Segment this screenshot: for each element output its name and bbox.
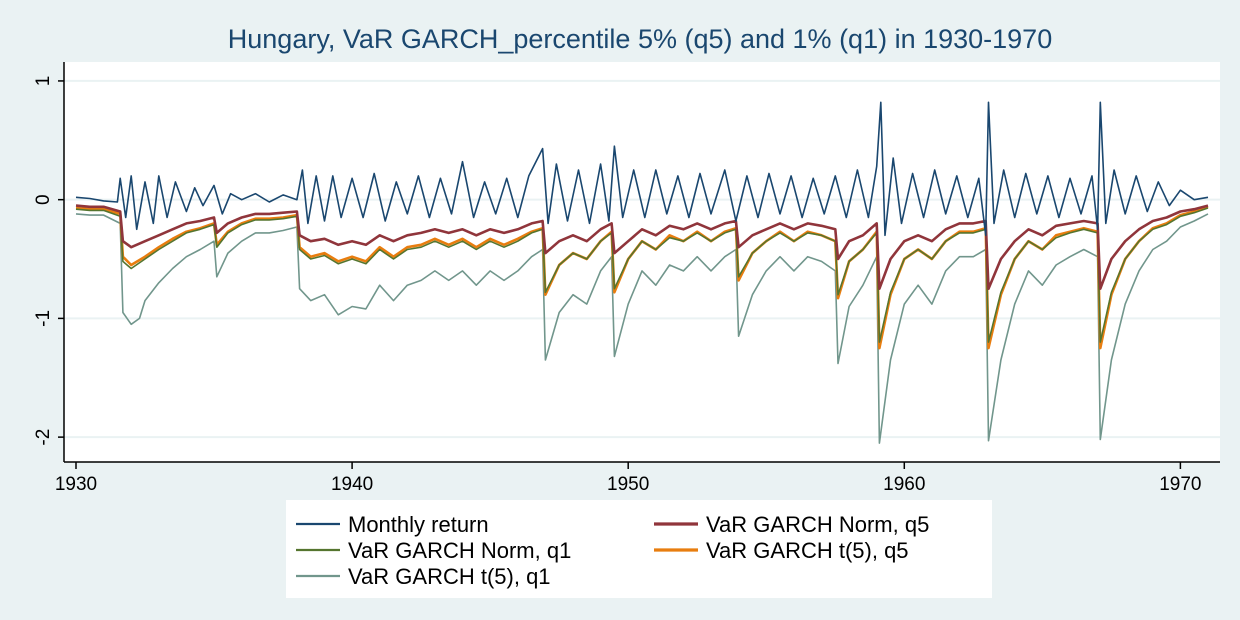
x-tick-label: 1940 — [331, 474, 373, 495]
series-line-monthly-return — [75, 101, 1209, 237]
series-layer — [75, 101, 1209, 444]
legend-label: VaR GARCH t(5), q5 — [706, 538, 909, 563]
legend-label: VaR GARCH Norm, q1 — [348, 538, 571, 563]
y-tick-label: -2 — [33, 429, 54, 446]
series-line-var-garch-norm-q5 — [75, 204, 1209, 290]
x-tick-label: 1960 — [883, 474, 925, 495]
y-tick-label: -1 — [33, 310, 54, 327]
series-line-var-garch-norm-q1 — [75, 207, 1209, 343]
grid-layer — [64, 79, 1220, 439]
series-line-var-garch-t-5-q1 — [75, 213, 1209, 444]
x-tick-label: 1930 — [55, 474, 97, 495]
plot-area — [64, 62, 1220, 462]
legend-label: VaR GARCH t(5), q1 — [348, 564, 551, 589]
y-tick-label: 0 — [33, 194, 54, 205]
x-tick-label: 1950 — [607, 474, 649, 495]
legend-box — [286, 500, 992, 598]
legend-label: VaR GARCH Norm, q5 — [706, 512, 929, 537]
legend-label: Monthly return — [348, 512, 489, 537]
x-tick-label: 1970 — [1159, 474, 1201, 495]
axis-layer: 1 0 -1 -2 1930 1940 1950 1960 1970 — [33, 62, 1220, 495]
y-tick-label: 1 — [33, 76, 54, 87]
chart-title: Hungary, VaR GARCH_percentile 5% (q5) an… — [228, 24, 1052, 54]
